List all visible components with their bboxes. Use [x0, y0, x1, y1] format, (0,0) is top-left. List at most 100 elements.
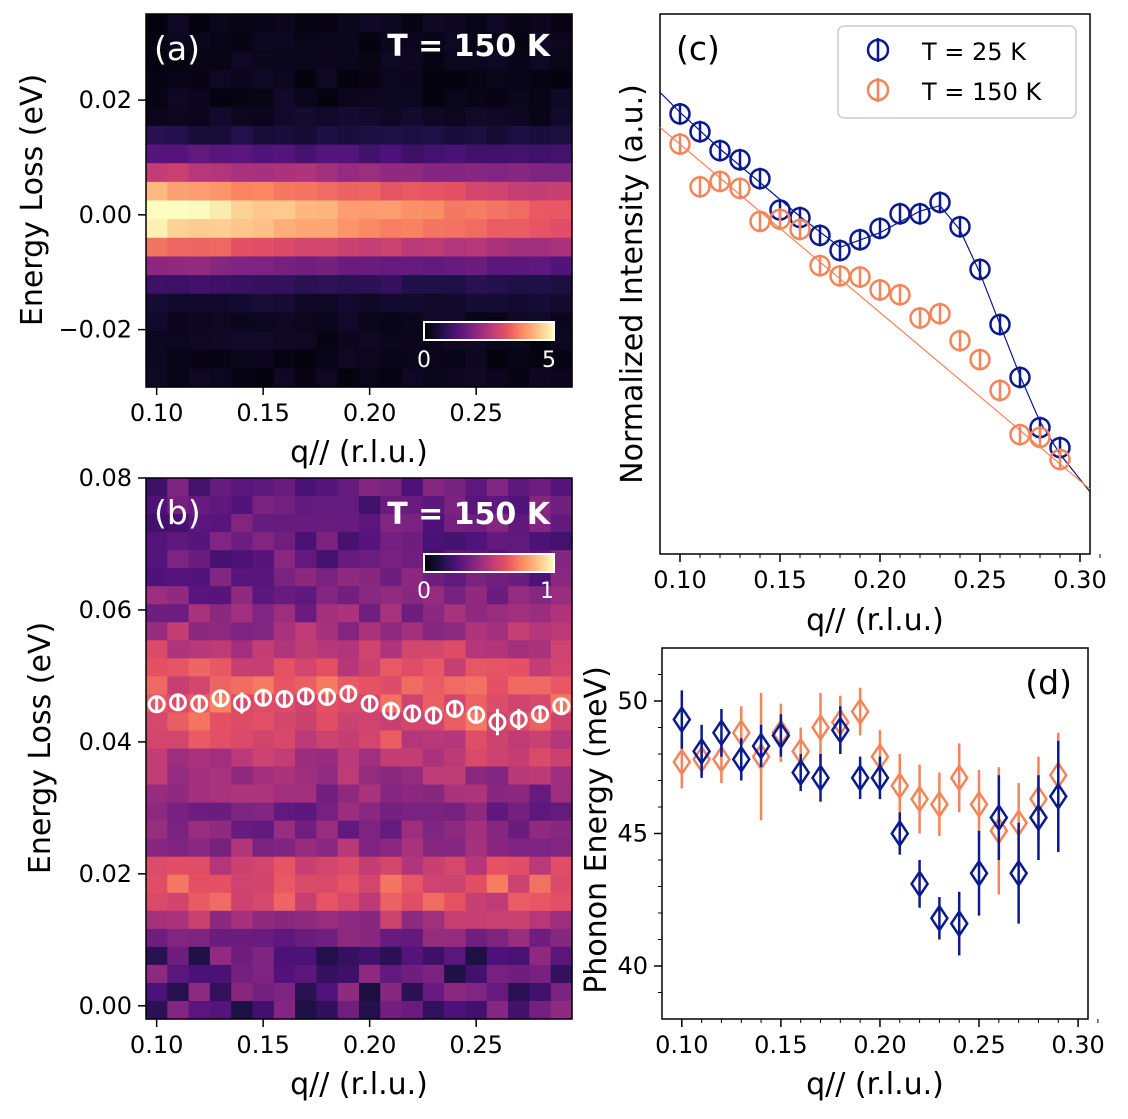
heatmap-cell: [444, 88, 467, 108]
heatmap-cell: [529, 163, 552, 183]
heatmap-cell: [146, 275, 168, 295]
heatmap-cell: [167, 712, 190, 732]
heatmap-cell: [273, 163, 296, 183]
phonon-point: [424, 706, 443, 725]
heatmap-cell: [401, 1000, 424, 1020]
heatmap-cell: [529, 69, 552, 90]
heatmap-cell: [146, 748, 168, 768]
heatmap-cell: [422, 784, 445, 804]
heatmap-cell: [209, 712, 232, 732]
heatmap-cell: [380, 32, 403, 52]
heatmap-cell: [209, 658, 232, 677]
phonon-energy-point-25k: [692, 737, 712, 766]
heatmap-cell: [231, 349, 254, 369]
heatmap-cell: [359, 532, 381, 551]
panel-b-colorbar: [423, 553, 555, 573]
heatmap-cell: [550, 1000, 573, 1020]
panel-b-colorbar-max: 1: [540, 579, 554, 604]
heatmap-cell: [188, 856, 211, 876]
phonon-energy-point-25k: [1028, 803, 1048, 832]
heatmap-cell: [444, 856, 467, 876]
heatmap-cell: [273, 88, 296, 108]
heatmap-cell: [316, 712, 339, 732]
heatmap-cell: [188, 368, 211, 388]
heatmap-cell: [550, 928, 573, 948]
heatmap-cell: [508, 982, 530, 1002]
heatmap-cell: [273, 874, 296, 894]
panel-b-axes: 0.10 0.15 0.20 0.25 0.00 0.02 0.04 0.06 0.08: [79, 464, 503, 1059]
heatmap-cell: [231, 181, 254, 202]
heatmap-cell: [231, 784, 254, 804]
heatmap-cell: [337, 820, 360, 840]
heatmap-cell: [550, 568, 573, 587]
heatmap-cell: [295, 766, 317, 786]
heatmap-cell: [359, 14, 381, 34]
panel-c-axes: 0.10 0.15 0.20 0.25 0.30: [653, 554, 1107, 594]
heatmap-cell: [380, 550, 403, 569]
heatmap-cell: [401, 928, 424, 948]
phonon-energy-point-25k: [1048, 782, 1068, 811]
heatmap-cell: [273, 820, 296, 840]
intensity-point-25k: [849, 228, 871, 251]
heatmap-cell: [422, 496, 445, 515]
heatmap-cell: [529, 88, 552, 108]
heatmap-cell: [167, 586, 190, 605]
heatmap-cell: [337, 982, 360, 1002]
heatmap-cell: [231, 293, 254, 313]
heatmap-cell: [529, 928, 552, 948]
heatmap-cell: [146, 349, 168, 369]
heatmap-cell: [401, 293, 424, 313]
heatmap-cell: [401, 349, 424, 369]
heatmap-cell: [550, 892, 573, 912]
heatmap-cell: [146, 125, 168, 146]
heatmap-cell: [231, 658, 254, 677]
heatmap-cell: [316, 51, 339, 71]
heatmap-cell: [444, 586, 467, 605]
heatmap-cell: [252, 622, 275, 641]
heatmap-cell: [422, 856, 445, 876]
heatmap-cell: [550, 748, 573, 768]
intensity-point-25k: [709, 139, 731, 162]
heatmap-cell: [316, 550, 339, 569]
heatmap-cell: [209, 51, 232, 71]
panel-d-ylabel: Phonon Energy (meV): [579, 666, 614, 994]
heatmap-cell: [401, 892, 424, 912]
heatmap-cell: [486, 256, 509, 276]
heatmap-cell: [316, 730, 339, 750]
heatmap-cell: [337, 200, 360, 220]
heatmap-cell: [508, 237, 530, 258]
heatmap-cell: [295, 946, 317, 966]
heatmap-cell: [252, 125, 275, 146]
heatmap-cell: [316, 946, 339, 966]
x-tick-label: 0.20: [343, 1031, 396, 1059]
heatmap-cell: [444, 144, 467, 164]
x-tick-label: 0.30: [1051, 1031, 1104, 1059]
heatmap-cell: [444, 658, 467, 677]
panel-a-heatmap: 0.10 0.15 0.20 0.25 −0.02 0.00 0.02 (a) T = 15…: [15, 13, 573, 470]
heatmap-cell: [337, 838, 360, 858]
heatmap-cell: [550, 802, 573, 822]
heatmap-cell: [252, 604, 275, 623]
heatmap-cell: [167, 496, 190, 515]
intensity-point-150k: [1049, 448, 1071, 471]
heatmap-cell: [422, 88, 445, 108]
heatmap-cell: [529, 219, 552, 239]
heatmap-cell: [273, 275, 296, 295]
heatmap-cell: [316, 604, 339, 623]
heatmap-cell: [380, 14, 403, 34]
heatmap-cell: [337, 748, 360, 768]
heatmap-cell: [316, 88, 339, 108]
heatmap-cell: [444, 200, 467, 220]
heatmap-cell: [337, 496, 360, 515]
heatmap-cell: [273, 604, 296, 623]
heatmap-cell: [252, 784, 275, 804]
heatmap-cell: [209, 802, 232, 822]
heatmap-cell: [422, 181, 445, 202]
heatmap-cell: [465, 125, 488, 146]
heatmap-cell: [231, 874, 254, 894]
heatmap-cell: [444, 982, 467, 1002]
heatmap-cell: [422, 256, 445, 276]
heatmap-cell: [295, 730, 317, 750]
heatmap-cell: [252, 107, 275, 127]
heatmap-cell: [359, 964, 381, 984]
